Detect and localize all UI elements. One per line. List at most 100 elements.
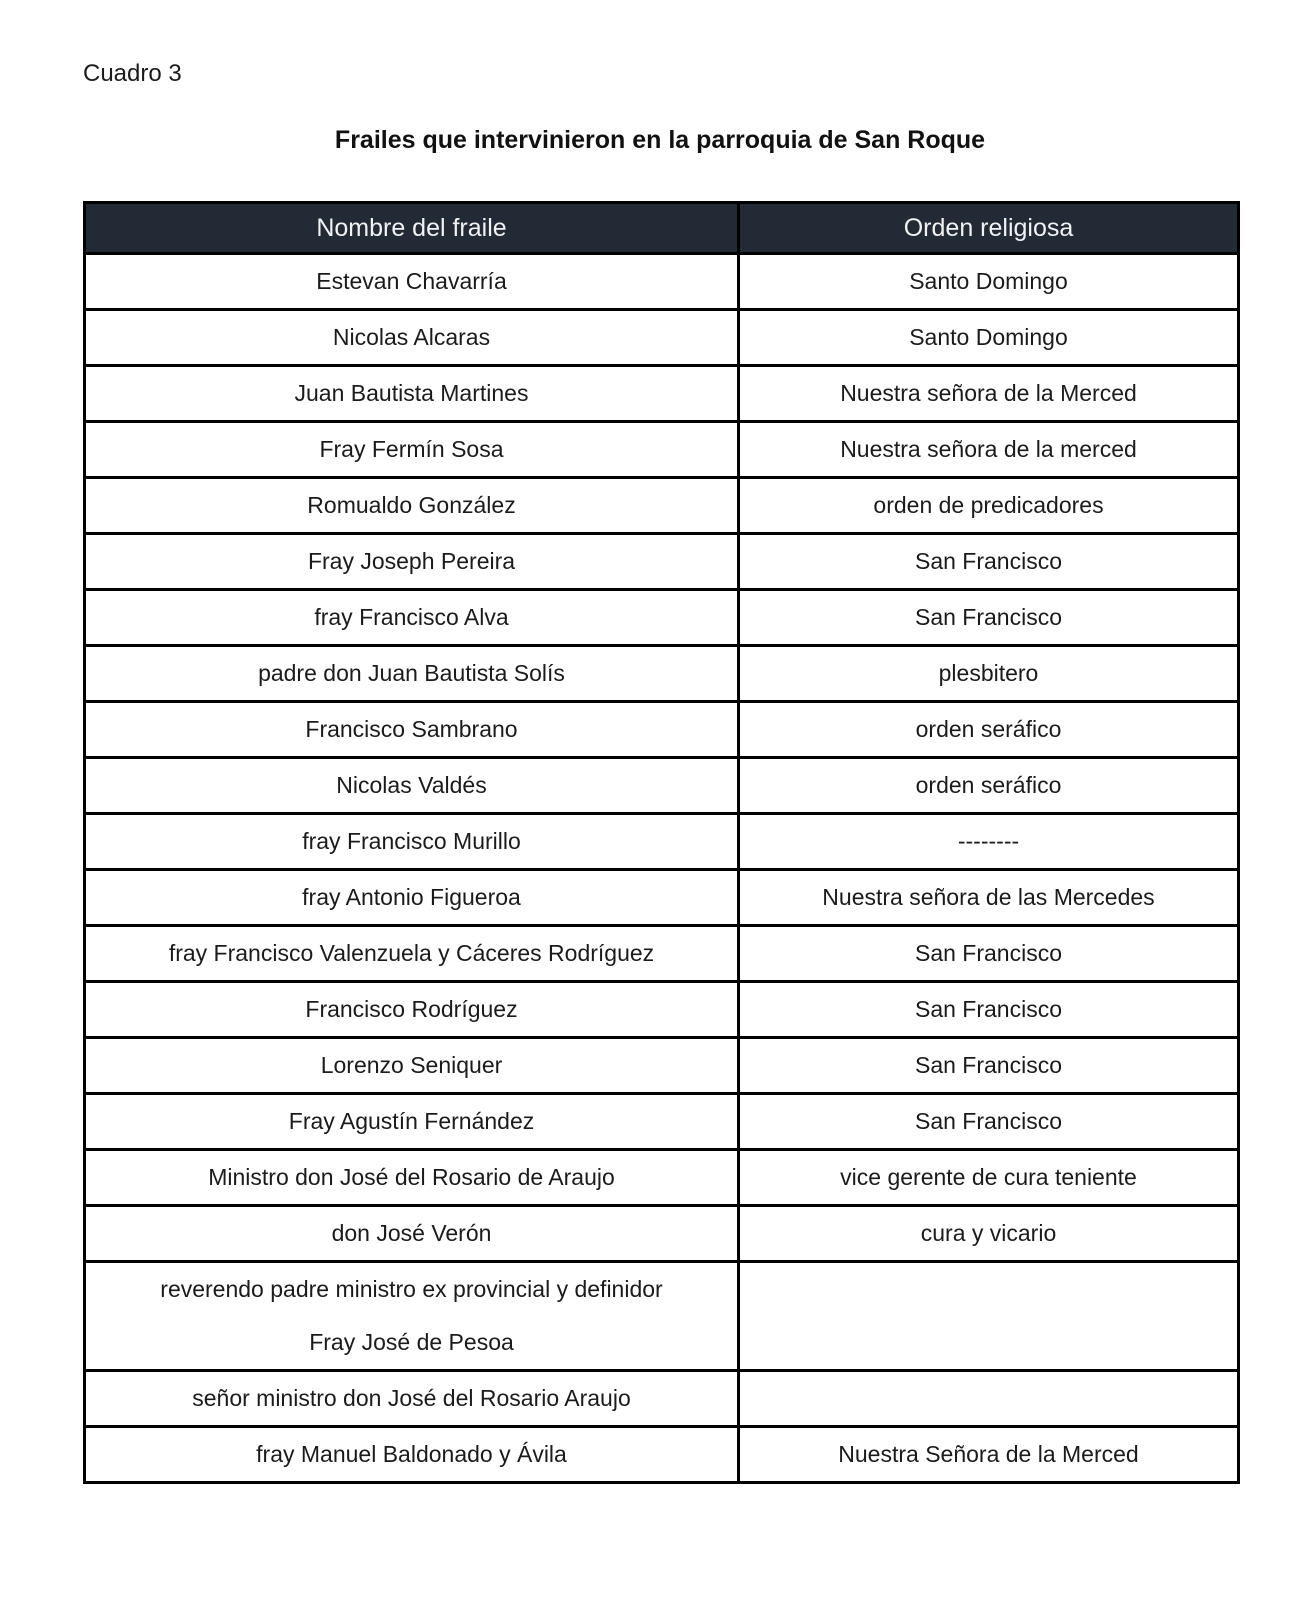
- fraile-name-cell: Estevan Chavarría: [83, 252, 740, 311]
- fraile-name-line: Lorenzo Seniquer: [320, 1052, 503, 1078]
- fraile-name-line: Fray Joseph Pereira: [307, 548, 516, 574]
- fraile-name-cell: Nicolas Valdés: [83, 756, 740, 815]
- fraile-name-line: padre don Juan Bautista Solís: [258, 660, 565, 686]
- orden-cell: plesbitero: [737, 644, 1240, 703]
- table-row: Fray Agustín Fernández San Francisco: [83, 1092, 1240, 1151]
- fraile-name-cell: fray Francisco Valenzuela y Cáceres Rodr…: [83, 924, 740, 983]
- fraile-name-line: fray Antonio Figueroa: [302, 884, 521, 910]
- orden-cell: Nuestra Señora de la Merced: [737, 1425, 1240, 1484]
- orden-cell: cura y vicario: [737, 1204, 1240, 1263]
- fraile-name-cell: don José Verón: [83, 1204, 740, 1263]
- orden-cell: vice gerente de cura teniente: [737, 1148, 1240, 1207]
- orden-cell: orden de predicadores: [737, 476, 1240, 535]
- orden-value: vice gerente de cura teniente: [840, 1164, 1137, 1190]
- fraile-name-cell: fray Francisco Alva: [83, 588, 740, 647]
- fraile-name-line: fray Francisco Alva: [314, 604, 509, 630]
- orden-value: San Francisco: [914, 1108, 1062, 1134]
- fraile-name-cell: Francisco Rodríguez: [83, 980, 740, 1039]
- fraile-name-cell: fray Francisco Murillo: [83, 812, 740, 871]
- orden-value: Nuestra señora de la merced: [840, 436, 1137, 462]
- orden-cell: --------: [737, 812, 1240, 871]
- fraile-name-line: señor ministro don José del Rosario Arau…: [192, 1385, 631, 1411]
- fraile-name-line: Juan Bautista Martines: [294, 380, 529, 406]
- orden-cell: San Francisco: [737, 532, 1240, 591]
- fraile-name-cell: Francisco Sambrano: [83, 700, 740, 759]
- orden-cell: Nuestra señora de la merced: [737, 420, 1240, 479]
- table-row: padre don Juan Bautista Solís plesbitero: [83, 644, 1240, 703]
- table-row: fray Antonio Figueroa Nuestra señora de l…: [83, 868, 1240, 927]
- table-row: Estevan Chavarría Santo Domingo: [83, 252, 1240, 311]
- orden-value: orden seráfico: [915, 716, 1062, 742]
- orden-cell: Santo Domingo: [737, 252, 1240, 311]
- fraile-name-line: Fray Fermín Sosa: [319, 436, 504, 462]
- table-row: Nicolas Alcaras Santo Domingo: [83, 308, 1240, 367]
- fraile-name-line: fray Francisco Murillo: [302, 828, 521, 854]
- fraile-name-cell: señor ministro don José del Rosario Arau…: [83, 1369, 740, 1428]
- table-row: Juan Bautista Martines Nuestra señora de …: [83, 364, 1240, 423]
- fraile-name-cell: fray Antonio Figueroa: [83, 868, 740, 927]
- orden-cell: Nuestra señora de las Mercedes: [737, 868, 1240, 927]
- orden-value: cura y vicario: [920, 1220, 1057, 1246]
- orden-value: Nuestra Señora de la Merced: [838, 1441, 1139, 1467]
- fraile-name-line: don José Verón: [331, 1220, 492, 1246]
- table-row: fray Francisco Valenzuela y Cáceres Rodr…: [83, 924, 1240, 983]
- orden-value: San Francisco: [914, 604, 1062, 630]
- table-row: reverendo padre ministro ex provincial y…: [83, 1260, 1240, 1372]
- orden-value: Santo Domingo: [909, 268, 1068, 294]
- table-row: fray Francisco Murillo --------: [83, 812, 1240, 871]
- orden-value: Santo Domingo: [909, 324, 1068, 350]
- table-row: Lorenzo Seniquer San Francisco: [83, 1036, 1240, 1095]
- fraile-name-line: Francisco Rodríguez: [305, 996, 518, 1022]
- page-title: Frailes que intervinieron en la parroqui…: [334, 126, 986, 154]
- orden-value: Nuestra señora de la Merced: [840, 380, 1137, 406]
- fraile-name-cell: Ministro don José del Rosario de Araujo: [83, 1148, 740, 1207]
- fraile-name-cell: padre don Juan Bautista Solís: [83, 644, 740, 703]
- table-row: fray Manuel Baldonado y Ávila Nuestra Señ…: [83, 1425, 1240, 1484]
- fraile-name-line: reverendo padre ministro ex provincial y…: [160, 1276, 663, 1302]
- orden-cell: San Francisco: [737, 1092, 1240, 1151]
- fraile-name-line: fray Francisco Valenzuela y Cáceres Rodr…: [168, 940, 655, 966]
- fraile-name-line: Fray Agustín Fernández: [288, 1108, 535, 1134]
- fraile-name-cell: Fray Joseph Pereira: [83, 532, 740, 591]
- orden-value: San Francisco: [914, 940, 1062, 966]
- fraile-name-line: Estevan Chavarría: [316, 268, 507, 294]
- orden-value: --------: [957, 828, 1020, 854]
- header-cell-nombre: Nombre del fraile: [83, 201, 740, 255]
- fraile-name-line: Nicolas Valdés: [336, 772, 487, 798]
- fraile-name-cell: Lorenzo Seniquer: [83, 1036, 740, 1095]
- orden-value: San Francisco: [914, 996, 1062, 1022]
- orden-cell: Santo Domingo: [737, 308, 1240, 367]
- orden-value: Nuestra señora de las Mercedes: [822, 884, 1155, 910]
- fraile-name-cell: Fray Agustín Fernández: [83, 1092, 740, 1151]
- fraile-name-cell: fray Manuel Baldonado y Ávila: [83, 1425, 740, 1484]
- fraile-name-line: Romualdo González: [307, 492, 516, 518]
- orden-cell: Nuestra señora de la Merced: [737, 364, 1240, 423]
- fraile-name-cell: Nicolas Alcaras: [83, 308, 740, 367]
- fraile-name-line: Ministro don José del Rosario de Araujo: [208, 1164, 615, 1190]
- orden-value: San Francisco: [914, 548, 1062, 574]
- fraile-name-line: Francisco Sambrano: [305, 716, 518, 742]
- table-row: Fray Fermín Sosa Nuestra señora de la mer…: [83, 420, 1240, 479]
- orden-cell: San Francisco: [737, 588, 1240, 647]
- table-row: Fray Joseph Pereira San Francisco: [83, 532, 1240, 591]
- orden-cell: San Francisco: [737, 980, 1240, 1039]
- orden-value: orden seráfico: [915, 772, 1062, 798]
- orden-cell: San Francisco: [737, 1036, 1240, 1095]
- table-row: Francisco Rodríguez San Francisco: [83, 980, 1240, 1039]
- document-page: Cuadro 3 Frailes que intervinieron en la…: [83, 0, 1240, 1484]
- orden-cell: orden seráfico: [737, 700, 1240, 759]
- table-row: Romualdo González orden de predicadores: [83, 476, 1240, 535]
- orden-cell: [737, 1260, 1240, 1372]
- table-row: Francisco Sambrano orden seráfico: [83, 700, 1240, 759]
- fraile-name-line: Fray José de Pesoa: [309, 1329, 514, 1355]
- fraile-name-cell: Juan Bautista Martines: [83, 364, 740, 423]
- orden-value: orden de predicadores: [873, 492, 1104, 518]
- orden-cell: orden seráfico: [737, 756, 1240, 815]
- friars-table: Nombre del fraile Orden religiosa Esteva…: [83, 201, 1240, 1484]
- cuadro-label: Cuadro 3: [83, 60, 182, 87]
- fraile-name-line: Nicolas Alcaras: [332, 324, 491, 350]
- fraile-name-line: fray Manuel Baldonado y Ávila: [256, 1441, 567, 1467]
- fraile-name-cell: Fray Fermín Sosa: [83, 420, 740, 479]
- orden-cell: San Francisco: [737, 924, 1240, 983]
- table-row: fray Francisco Alva San Francisco: [83, 588, 1240, 647]
